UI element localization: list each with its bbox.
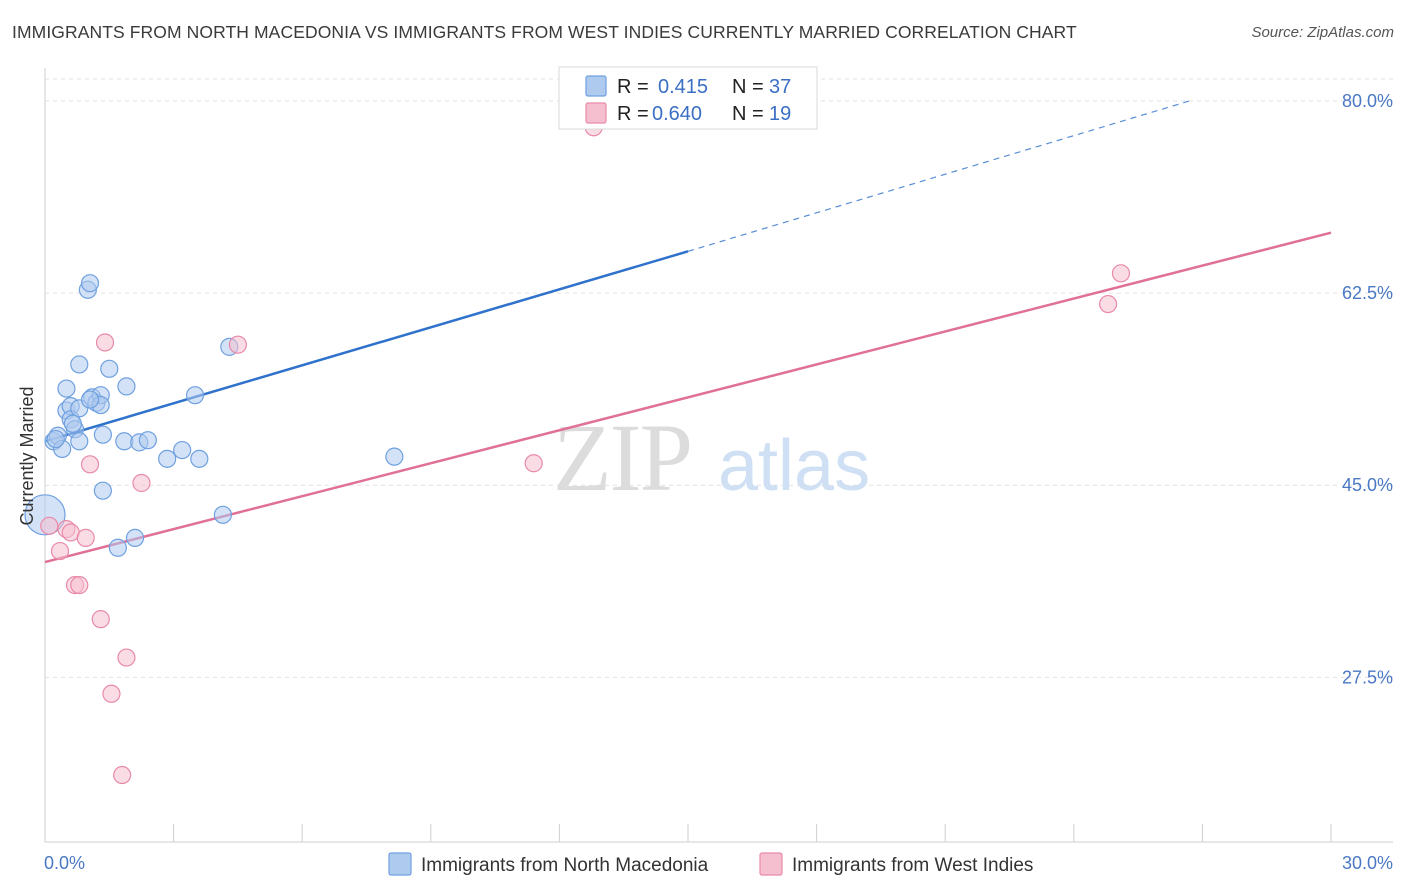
legend-n-value-0: 37 bbox=[769, 76, 791, 98]
point-north-macedonia bbox=[213, 505, 232, 524]
legend-swatch-west-indies bbox=[585, 102, 607, 124]
bottom-legend-label-north-macedonia: Immigrants from North Macedonia bbox=[421, 855, 709, 876]
legend-n-label-0: N = bbox=[732, 76, 764, 98]
y-tick-label: 62.5% bbox=[1342, 283, 1393, 303]
point-north-macedonia bbox=[63, 414, 82, 433]
bottom-legend-swatch-west-indies bbox=[759, 852, 783, 876]
watermark: ZIP atlas bbox=[553, 404, 870, 511]
trend-lines bbox=[44, 100, 1332, 564]
point-west-indies bbox=[70, 575, 89, 595]
point-north-macedonia bbox=[125, 528, 145, 547]
bottom-legend: Immigrants from North Macedonia Immigran… bbox=[388, 852, 1033, 876]
point-north-macedonia bbox=[46, 429, 65, 449]
point-west-indies bbox=[102, 684, 121, 703]
watermark-atlas: atlas bbox=[718, 426, 870, 506]
point-west-indies bbox=[1098, 294, 1118, 314]
legend-r-value-0: 0.415 bbox=[658, 76, 708, 98]
point-north-macedonia bbox=[108, 538, 127, 557]
point-west-indies bbox=[95, 333, 115, 352]
point-north-macedonia bbox=[57, 379, 76, 398]
point-north-macedonia bbox=[117, 377, 136, 396]
point-north-macedonia bbox=[385, 447, 404, 466]
point-west-indies bbox=[80, 455, 100, 474]
chart-source: Source: ZipAtlas.com bbox=[1251, 24, 1394, 41]
chart-title: IMMIGRANTS FROM NORTH MACEDONIA VS IMMIG… bbox=[12, 22, 1077, 42]
point-north-macedonia bbox=[100, 359, 119, 378]
x-tick-label: 0.0% bbox=[44, 853, 85, 873]
point-north-macedonia bbox=[80, 390, 100, 409]
point-north-macedonia bbox=[93, 481, 112, 500]
bottom-legend-swatch-north-macedonia bbox=[388, 852, 412, 876]
y-tick-label: 45.0% bbox=[1342, 475, 1393, 495]
point-west-indies bbox=[91, 610, 110, 629]
legend-r-label-1: R = bbox=[617, 103, 649, 125]
trend-line-north-macedonia bbox=[44, 250, 689, 443]
legend-n-label-1: N = bbox=[732, 103, 764, 125]
legend-r-label-0: R = bbox=[617, 76, 649, 98]
trend-line-west-indies bbox=[44, 231, 1332, 564]
point-north-macedonia bbox=[115, 432, 134, 451]
legend-n-value-1: 19 bbox=[769, 103, 791, 125]
y-tick-label: 27.5% bbox=[1342, 667, 1393, 687]
watermark-zip: ZIP bbox=[553, 404, 691, 511]
point-north-macedonia bbox=[185, 386, 205, 405]
point-north-macedonia bbox=[80, 274, 100, 293]
legend: R = 0.415 N = 37 R = 0.640 N = 19 bbox=[558, 66, 818, 130]
point-west-indies bbox=[132, 473, 151, 493]
point-west-indies bbox=[50, 541, 70, 561]
point-west-indies bbox=[117, 648, 136, 667]
data-points bbox=[24, 118, 1131, 785]
y-tick-label: 80.0% bbox=[1342, 91, 1393, 111]
point-north-macedonia bbox=[158, 449, 177, 468]
point-north-macedonia bbox=[190, 449, 209, 468]
point-north-macedonia bbox=[93, 425, 112, 444]
legend-r-value-1: 0.640 bbox=[652, 103, 702, 125]
point-west-indies bbox=[524, 454, 543, 473]
grid-lines bbox=[45, 78, 1393, 678]
point-north-macedonia bbox=[138, 431, 157, 450]
point-west-indies bbox=[76, 528, 95, 547]
x-tick-label: 30.0% bbox=[1342, 853, 1393, 873]
axes bbox=[44, 68, 1393, 843]
y-axis-label: Currently Married bbox=[17, 386, 37, 525]
point-west-indies bbox=[113, 765, 132, 785]
bottom-legend-label-west-indies: Immigrants from West Indies bbox=[792, 855, 1033, 876]
point-north-macedonia bbox=[173, 440, 192, 460]
point-west-indies bbox=[1111, 264, 1131, 283]
tick-labels: 27.5% 45.0% 62.5% 80.0% 0.0% 30.0% bbox=[44, 91, 1393, 873]
legend-swatch-north-macedonia bbox=[585, 75, 607, 97]
point-west-indies bbox=[228, 335, 247, 354]
point-north-macedonia bbox=[70, 355, 89, 374]
point-west-indies bbox=[40, 516, 59, 535]
point-north-macedonia bbox=[70, 432, 89, 451]
